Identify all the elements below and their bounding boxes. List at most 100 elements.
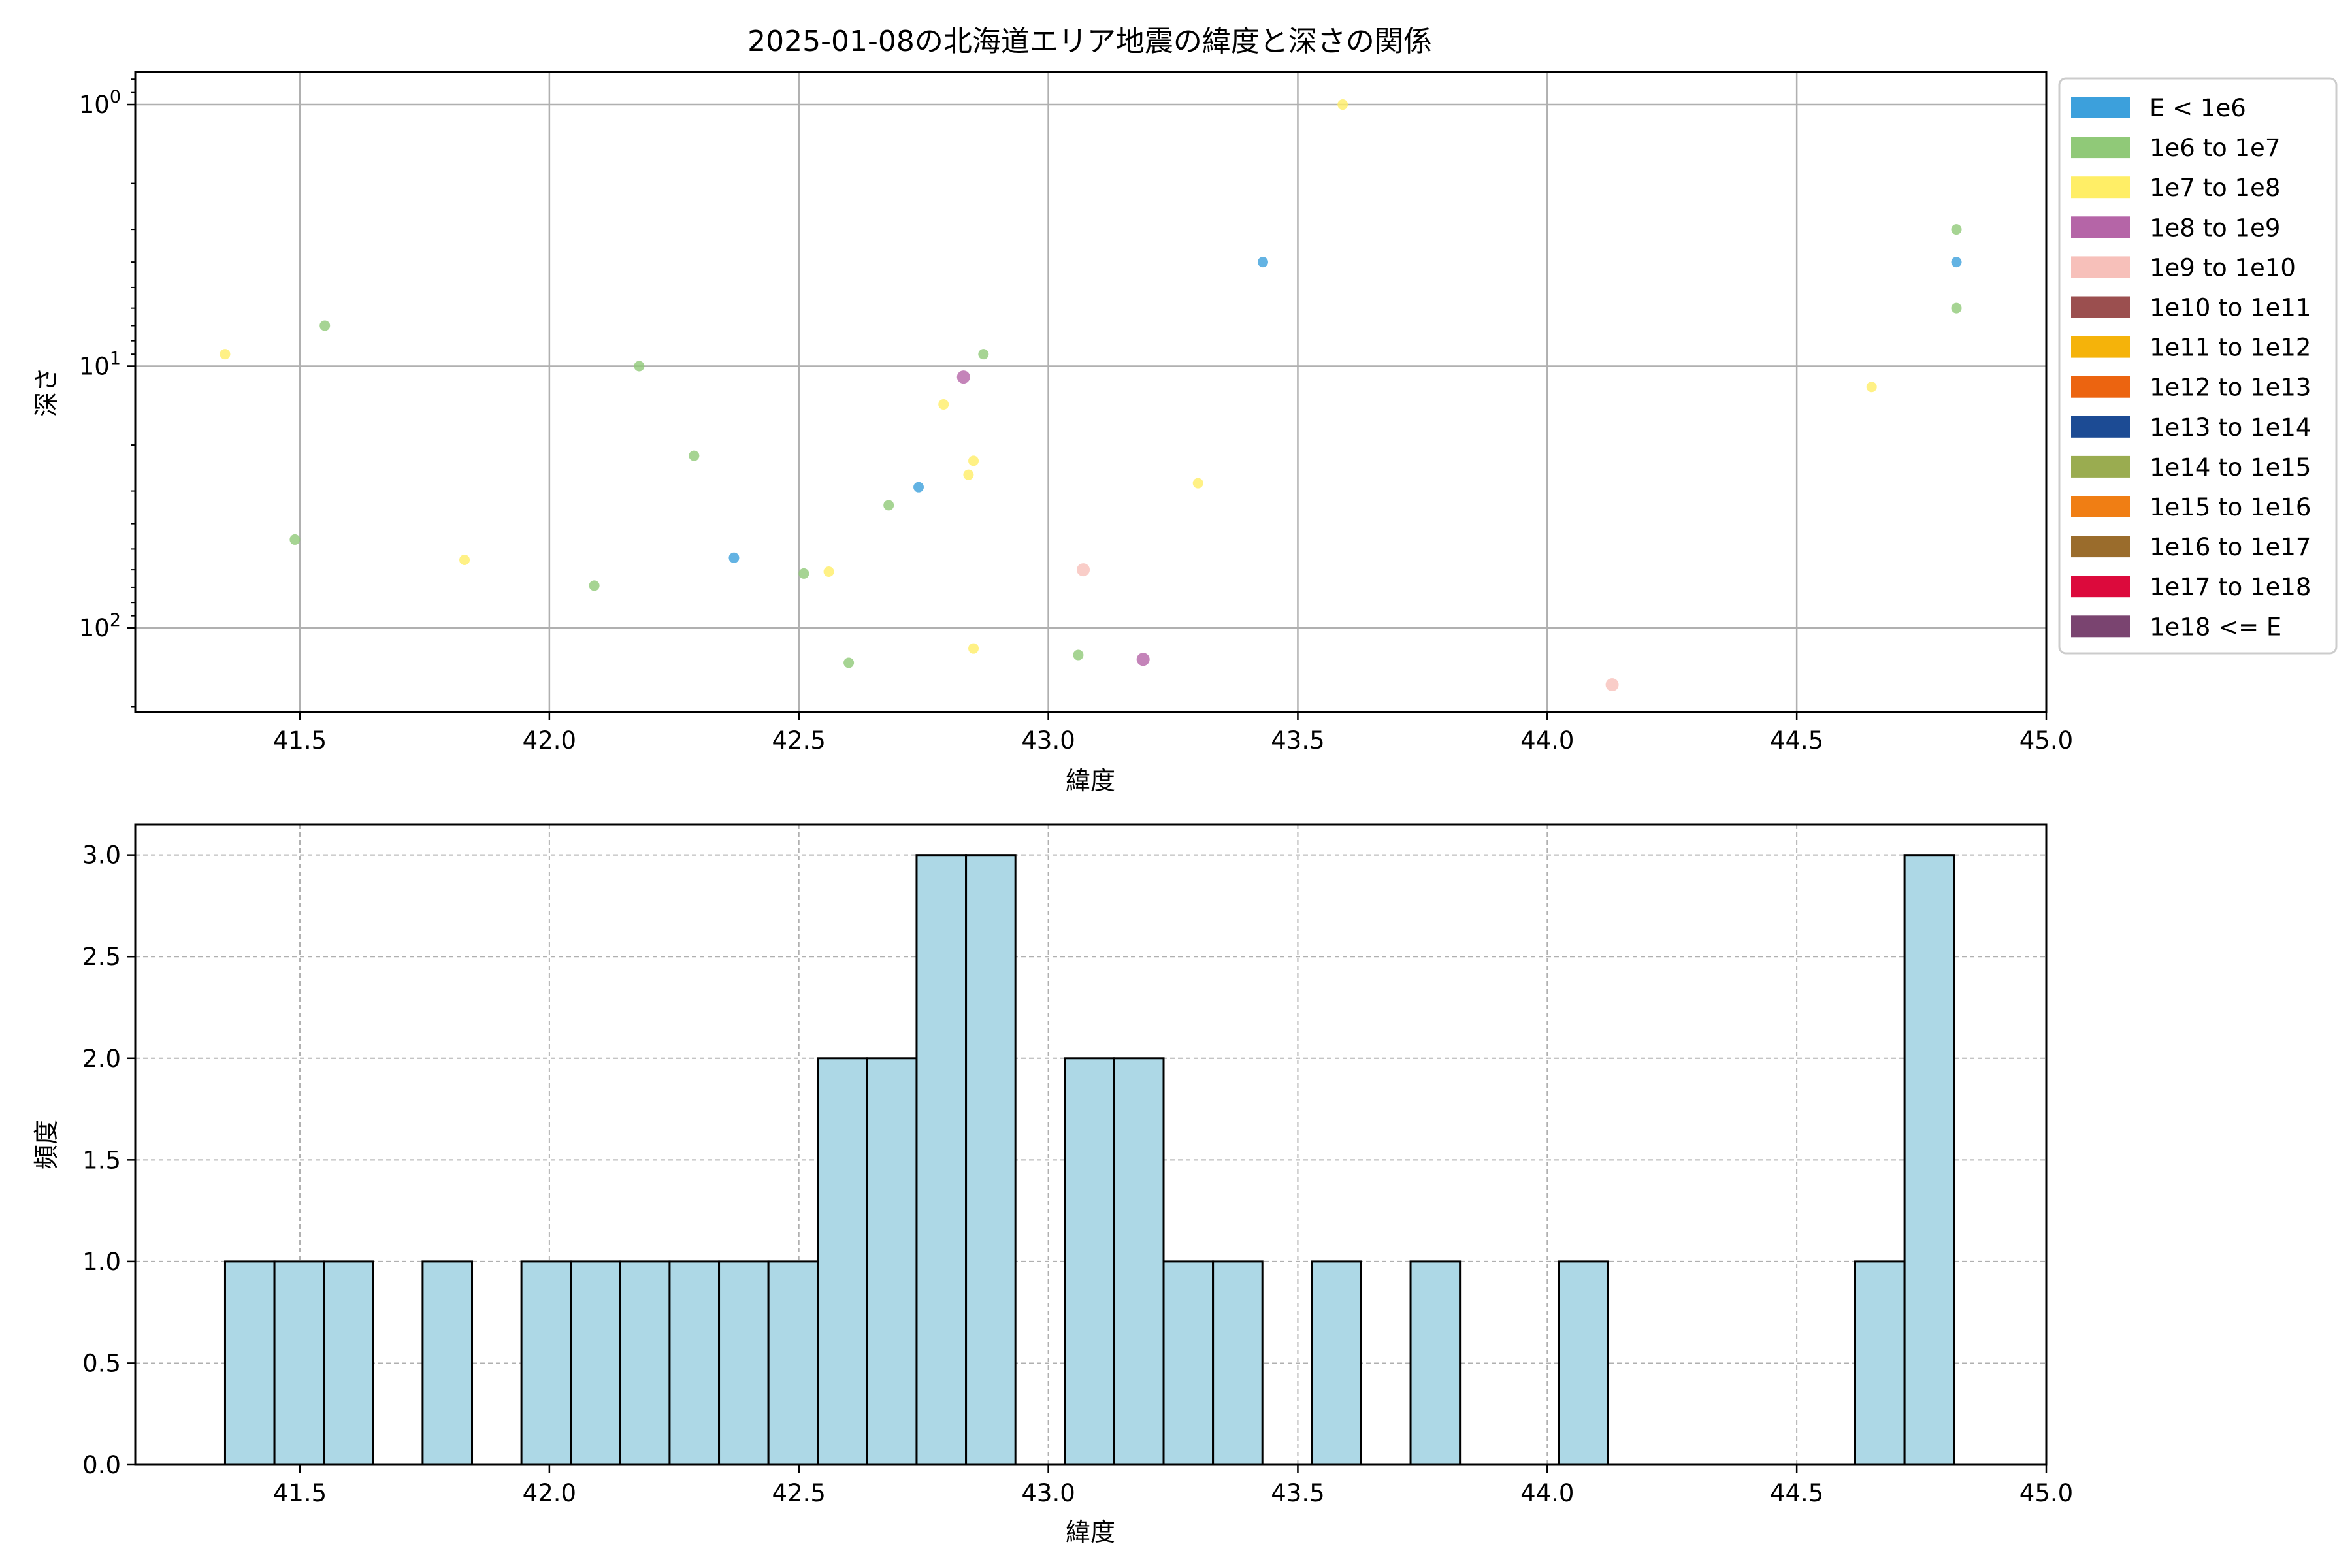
scatter-x-tick-label: 43.0 xyxy=(1021,727,1075,755)
histogram-bar xyxy=(965,854,1017,1466)
histogram-bar xyxy=(570,1260,621,1466)
scatter-point xyxy=(319,320,331,331)
legend-swatch xyxy=(2071,176,2130,199)
scatter-point xyxy=(1951,257,1962,268)
histogram-bar xyxy=(1311,1260,1362,1466)
histogram-x-tick-label: 44.0 xyxy=(1520,1479,1574,1507)
scatter-point xyxy=(1951,224,1962,235)
legend-label: 1e9 to 1e10 xyxy=(2149,253,2296,282)
scatter-y-axis-label: 深さ xyxy=(32,367,61,417)
legend-label: E < 1e6 xyxy=(2149,94,2246,122)
legend-swatch xyxy=(2071,256,2130,278)
histogram-bar xyxy=(520,1260,572,1466)
scatter-point xyxy=(1192,478,1203,489)
scatter-point xyxy=(843,657,855,668)
legend-label: 1e13 to 1e14 xyxy=(2149,414,2311,442)
histogram-x-tick-label: 42.5 xyxy=(772,1479,826,1507)
scatter-point xyxy=(1337,99,1348,110)
scatter-point xyxy=(968,643,979,654)
histogram-y-tick-label: 2.0 xyxy=(82,1045,121,1073)
scatter-points xyxy=(220,99,1962,692)
legend-swatch xyxy=(2071,376,2130,398)
scatter-y-ticks: 100 101 102 xyxy=(79,78,135,708)
legend-label: 1e7 to 1e8 xyxy=(2149,174,2280,202)
histogram-bar xyxy=(1558,1260,1609,1466)
scatter-plot-area xyxy=(135,72,2046,712)
histogram-bar xyxy=(619,1260,671,1466)
histogram-x-axis-label: 緯度 xyxy=(1066,1518,1115,1546)
histogram-bar xyxy=(1064,1057,1115,1466)
histogram-x-tick-label: 41.5 xyxy=(273,1479,327,1507)
histogram-frame xyxy=(134,823,2048,1466)
histogram-bar xyxy=(718,1260,770,1466)
scatter-x-tick-label: 44.5 xyxy=(1770,727,1823,755)
scatter-x-tick-label: 42.0 xyxy=(523,727,576,755)
histogram-y-tick-label: 1.0 xyxy=(82,1248,121,1276)
scatter-y-tick-label: 101 xyxy=(79,348,121,380)
histogram-y-ticks: 0.0 0.5 1.0 1.5 2.0 2.5 3.0 xyxy=(82,841,135,1479)
scatter-point xyxy=(1136,653,1150,666)
histogram-bar xyxy=(866,1057,918,1466)
legend-label: 1e18 <= E xyxy=(2149,613,2281,641)
histogram-y-tick-label: 3.0 xyxy=(82,841,121,870)
histogram-bar xyxy=(1854,1260,1906,1466)
scatter-point xyxy=(1257,257,1268,268)
legend-label: 1e12 to 1e13 xyxy=(2149,374,2311,402)
scatter-point xyxy=(978,349,989,360)
legend-label: 1e17 to 1e18 xyxy=(2149,573,2311,601)
scatter-point xyxy=(1866,382,1877,393)
histogram-bar xyxy=(1162,1260,1215,1466)
histogram-bar xyxy=(1113,1057,1165,1466)
histogram-bar xyxy=(223,1260,276,1466)
scatter-y-tick-label: 102 xyxy=(79,610,121,642)
histogram-y-axis-label: 頻度 xyxy=(32,1120,61,1169)
scatter-x-tick-label: 41.5 xyxy=(273,727,327,755)
scatter-x-ticks: 41.5 42.0 42.5 43.0 43.5 44.0 44.5 45.0 xyxy=(273,712,2073,755)
legend-label: 1e14 to 1e15 xyxy=(2149,453,2311,482)
histogram-bar xyxy=(273,1260,325,1466)
chart-title: 2025-01-08の北海道エリア地震の緯度と深さの関係 xyxy=(747,25,1432,58)
legend-box xyxy=(2058,77,2338,655)
legend: E < 1e6 1e6 to 1e7 1e7 to 1e8 1e8 to 1e9 1e9… xyxy=(2058,77,2338,655)
histogram-bar xyxy=(1409,1260,1462,1466)
scatter-point xyxy=(1605,678,1619,692)
scatter-point xyxy=(823,566,834,577)
legend-label: 1e11 to 1e12 xyxy=(2149,334,2311,362)
histogram-y-tick-label: 0.5 xyxy=(82,1349,121,1377)
histogram-x-ticks: 41.5 42.0 42.5 43.0 43.5 44.0 44.5 45.0 xyxy=(273,1465,2073,1507)
scatter-x-axis-label: 緯度 xyxy=(1066,766,1115,795)
histogram-bar xyxy=(323,1260,374,1466)
legend-swatch xyxy=(2071,416,2130,438)
histogram-bar xyxy=(1212,1260,1264,1466)
scatter-point xyxy=(956,370,970,384)
histogram-bar xyxy=(767,1260,819,1466)
scatter-panel: 41.5 42.0 42.5 43.0 43.5 44.0 44.5 45.0 1001011… xyxy=(32,71,2073,795)
histogram-panel: 41.5 42.0 42.5 43.0 43.5 44.0 44.5 45.0 0.0 0.5 1… xyxy=(32,823,2073,1546)
histogram-x-tick-label: 43.0 xyxy=(1021,1479,1075,1507)
legend-swatch xyxy=(2071,455,2130,478)
scatter-point xyxy=(913,482,924,493)
scatter-point xyxy=(728,552,740,563)
scatter-point xyxy=(634,361,645,372)
histogram-bar xyxy=(915,854,968,1466)
histogram-bar xyxy=(1903,854,1955,1466)
scatter-point xyxy=(883,500,894,511)
histogram-x-tick-label: 44.5 xyxy=(1770,1479,1823,1507)
legend-label: 1e8 to 1e9 xyxy=(2149,214,2280,242)
scatter-point xyxy=(1077,563,1090,577)
histogram-bar xyxy=(817,1057,868,1466)
scatter-point xyxy=(1951,302,1962,314)
histogram-bar xyxy=(421,1260,474,1466)
legend-label: 1e15 to 1e16 xyxy=(2149,493,2311,521)
scatter-y-tick-label: 100 xyxy=(79,87,121,119)
histogram-y-tick-label: 2.5 xyxy=(82,943,121,971)
histogram-x-tick-label: 42.0 xyxy=(523,1479,576,1507)
scatter-frame xyxy=(134,71,2048,713)
histogram-bars xyxy=(223,854,1955,1466)
scatter-point xyxy=(459,554,470,565)
scatter-point xyxy=(968,455,979,466)
legend-label: 1e6 to 1e7 xyxy=(2149,134,2280,162)
scatter-point xyxy=(963,469,974,480)
scatter-point xyxy=(220,349,231,360)
